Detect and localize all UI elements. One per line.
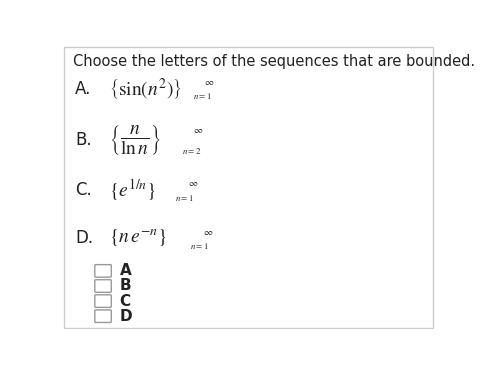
Text: $^{\infty}$: $^{\infty}$ (187, 179, 198, 193)
Text: $_{n=2}$: $_{n=2}$ (182, 145, 201, 157)
Text: A: A (119, 263, 131, 278)
Text: B.: B. (75, 131, 92, 149)
Text: $^{\infty}$: $^{\infty}$ (193, 127, 204, 140)
Text: $^{\infty}$: $^{\infty}$ (204, 78, 215, 92)
Text: B: B (119, 279, 131, 293)
Text: $_{n=1}$: $_{n=1}$ (174, 192, 193, 204)
Text: $\left\{e^{1/n}\right\}$: $\left\{e^{1/n}\right\}$ (109, 177, 156, 203)
Text: D: D (119, 309, 132, 324)
Text: $\left\{n\,e^{-n}\right\}$: $\left\{n\,e^{-n}\right\}$ (109, 228, 167, 249)
Text: $\left\{\mathrm{sin}(n^2)\right\}$: $\left\{\mathrm{sin}(n^2)\right\}$ (109, 76, 182, 101)
FancyBboxPatch shape (95, 265, 111, 277)
Text: C: C (119, 293, 130, 309)
Text: D.: D. (75, 229, 94, 247)
Text: $_{n=1}$: $_{n=1}$ (189, 240, 208, 252)
Text: $^{\infty}$: $^{\infty}$ (203, 228, 213, 241)
Text: $_{n=1}$: $_{n=1}$ (193, 91, 212, 102)
Text: A.: A. (75, 80, 92, 98)
FancyBboxPatch shape (95, 310, 111, 323)
FancyBboxPatch shape (95, 295, 111, 307)
Text: Choose the letters of the sequences that are bounded.: Choose the letters of the sequences that… (73, 54, 476, 69)
FancyBboxPatch shape (64, 47, 433, 328)
Text: C.: C. (75, 181, 92, 199)
Text: $\left\{\dfrac{n}{\ln n}\right\}$: $\left\{\dfrac{n}{\ln n}\right\}$ (109, 123, 161, 157)
FancyBboxPatch shape (95, 280, 111, 292)
